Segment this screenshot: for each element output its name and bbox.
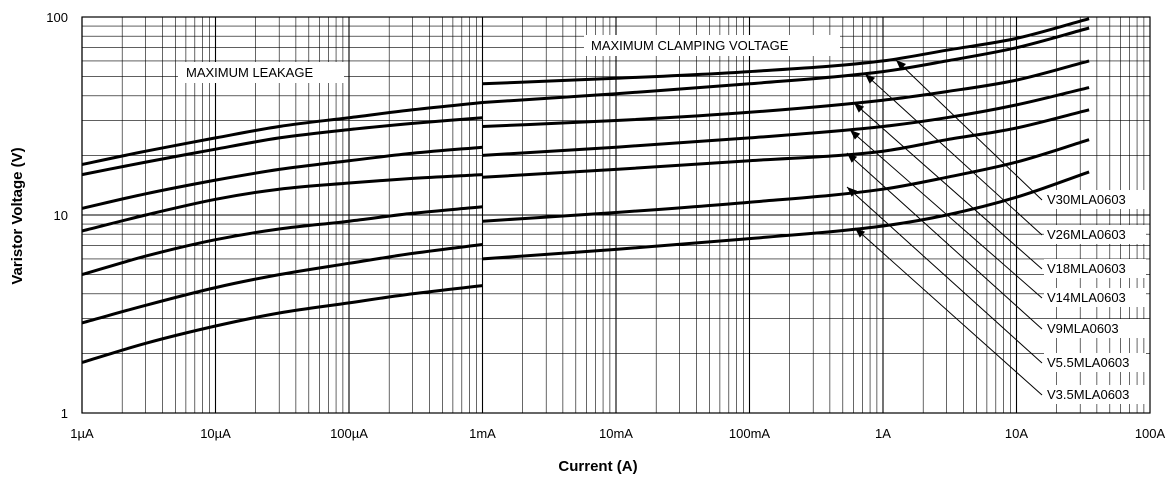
curve-leakage-2 — [81, 145, 483, 210]
curve-leakage-4 — [81, 205, 483, 277]
curve-clamping-3 — [482, 86, 1090, 157]
series-label: V9MLA0603 — [1047, 321, 1119, 336]
curve-leakage-3 — [81, 173, 483, 233]
series-label: V14MLA0603 — [1047, 290, 1126, 305]
x-axis-title: Current (A) — [558, 458, 637, 475]
leader-line — [864, 73, 1043, 236]
arrowhead — [854, 103, 865, 113]
curve-clamping-1 — [482, 26, 1090, 104]
arrowhead — [847, 187, 858, 197]
y-axis-title: Varistor Voltage (V) — [9, 147, 26, 284]
curve-clamping-6 — [482, 170, 1090, 261]
x-tick-label: 10µA — [200, 426, 231, 441]
leader-line — [854, 227, 1043, 396]
y-tick-label: 100 — [46, 10, 68, 25]
series-label: V3.5MLA0603 — [1047, 387, 1129, 402]
series-label-bg — [1044, 385, 1146, 404]
leader-line — [895, 59, 1043, 201]
arrowhead — [850, 130, 861, 140]
leader-line — [849, 129, 1043, 299]
x-tick-label: 100A — [1135, 426, 1166, 441]
x-tick-label: 100µA — [330, 426, 368, 441]
curve-leakage-0 — [81, 101, 483, 166]
arrowhead — [847, 153, 858, 163]
arrowhead — [865, 74, 876, 84]
series-label-bg — [1044, 353, 1146, 372]
arrowhead — [855, 228, 866, 238]
x-tick-label: 1mA — [469, 426, 496, 441]
y-tick-label: 1 — [61, 406, 68, 421]
clamping-label: MAXIMUM CLAMPING VOLTAGE — [591, 38, 789, 53]
curve-clamping-4 — [482, 108, 1090, 179]
clamping-annotation: MAXIMUM CLAMPING VOLTAGE — [584, 35, 840, 56]
x-tick-label: 100mA — [729, 426, 771, 441]
x-tick-label: 10A — [1005, 426, 1028, 441]
curve-clamping-5 — [482, 138, 1090, 223]
x-tick-labels: 1µA 10µA 100µA 1mA 10mA 100mA 1A 10A 100A — [70, 426, 1165, 441]
x-tick-label: 1µA — [70, 426, 94, 441]
curve-leakage-6 — [81, 284, 483, 364]
curves — [81, 17, 1090, 364]
series-label: V30MLA0603 — [1047, 192, 1126, 207]
series-label: V5.5MLA0603 — [1047, 355, 1129, 370]
x-tick-label: 1A — [875, 426, 891, 441]
leader-line — [846, 152, 1043, 330]
leakage-label: MAXIMUM LEAKAGE — [186, 65, 313, 80]
y-tick-labels: 1 10 100 — [46, 10, 68, 421]
leader-line — [846, 186, 1043, 364]
series-label-bg — [1044, 288, 1146, 307]
leader-line — [853, 102, 1043, 270]
series-label-bg — [1044, 225, 1146, 244]
series-labels: V30MLA0603 V26MLA0603 V18MLA0603 V14MLA0603… — [1044, 190, 1146, 404]
leakage-annotation: MAXIMUM LEAKAGE — [178, 62, 344, 83]
curve-leakage-1 — [81, 116, 483, 177]
y-tick-label: 10 — [54, 208, 68, 223]
arrowhead — [896, 60, 906, 70]
curve-leakage-5 — [81, 243, 483, 325]
plot-frame — [81, 16, 1151, 414]
curve-clamping-2 — [482, 59, 1090, 128]
series-label: V18MLA0603 — [1047, 261, 1126, 276]
x-tick-label: 10mA — [599, 426, 633, 441]
leader-lines — [846, 59, 1043, 396]
series-label-bg — [1044, 319, 1146, 338]
series-label-bg — [1044, 190, 1146, 209]
series-label: V26MLA0603 — [1047, 227, 1126, 242]
series-label-bg — [1044, 259, 1146, 278]
curve-clamping-0 — [482, 17, 1090, 86]
